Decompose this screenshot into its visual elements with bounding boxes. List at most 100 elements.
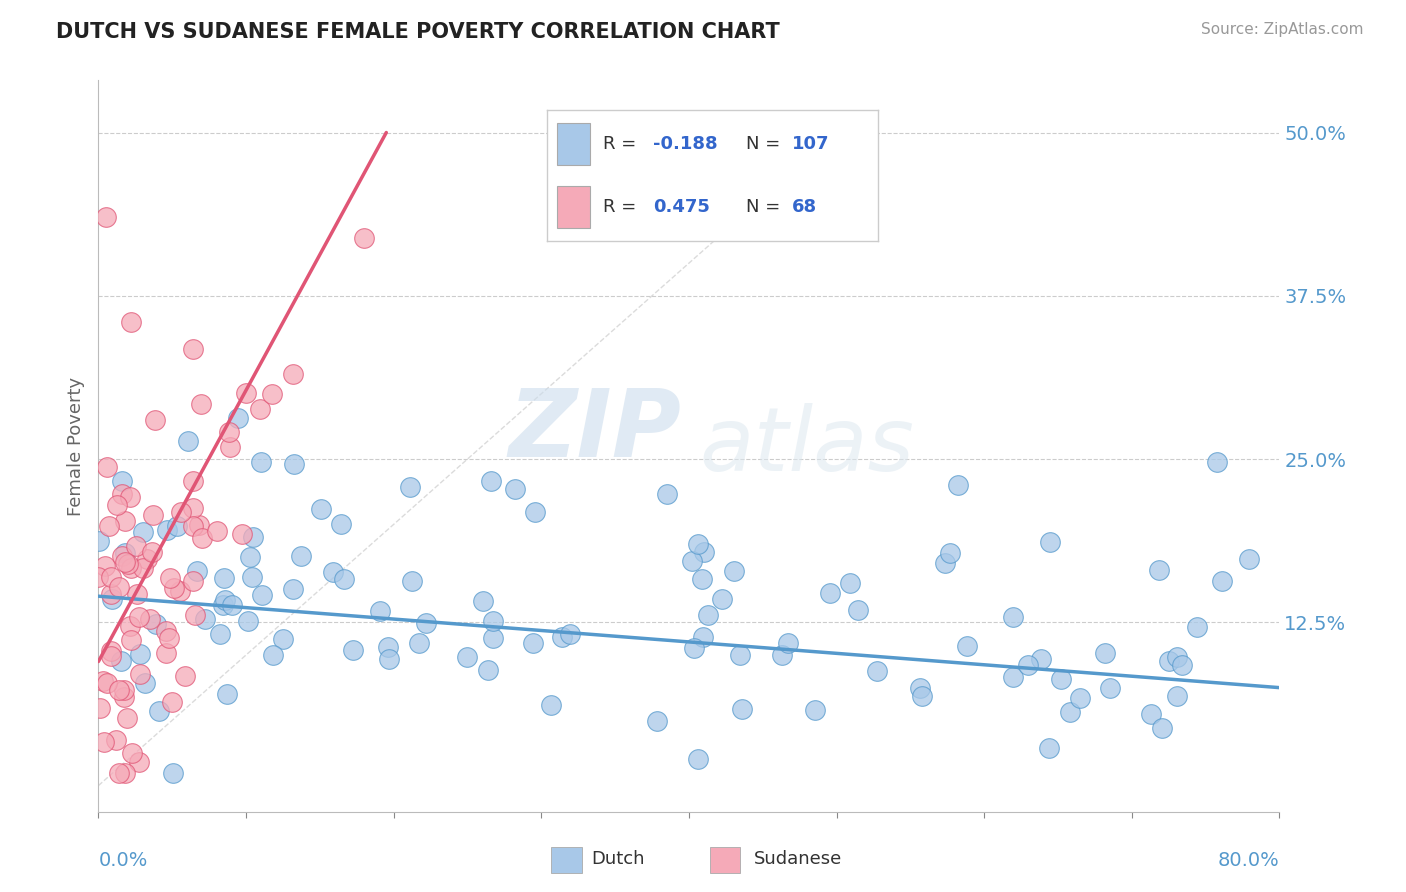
Point — [1039, 534, 1062, 549]
Point — [1017, 657, 1039, 672]
Point — [378, 652, 401, 666]
Text: 0.0%: 0.0% — [98, 851, 148, 870]
Point — [911, 689, 934, 703]
Point — [249, 402, 271, 417]
Point — [839, 576, 862, 591]
Point — [866, 664, 889, 678]
Point — [235, 386, 257, 401]
Point — [155, 624, 177, 639]
Point — [399, 480, 422, 494]
Point — [96, 676, 118, 690]
Point — [160, 695, 183, 709]
Point — [1152, 721, 1174, 735]
Point — [121, 746, 143, 760]
Point — [114, 765, 136, 780]
Point — [162, 765, 184, 780]
Text: DUTCH VS SUDANESE FEMALE POVERTY CORRELATION CHART: DUTCH VS SUDANESE FEMALE POVERTY CORRELA… — [56, 22, 780, 42]
Point — [117, 558, 139, 572]
Point — [134, 676, 156, 690]
Point — [98, 518, 121, 533]
Point — [524, 505, 547, 519]
Point — [330, 517, 353, 532]
Point — [163, 581, 186, 595]
Point — [262, 648, 284, 663]
Point — [558, 627, 581, 641]
Point — [219, 440, 242, 454]
Point — [955, 639, 977, 653]
Point — [125, 587, 148, 601]
Point — [142, 508, 165, 522]
Point — [401, 574, 423, 589]
Point — [1094, 646, 1116, 660]
Point — [214, 592, 236, 607]
Point — [129, 647, 152, 661]
Point — [108, 682, 131, 697]
Point — [551, 630, 574, 644]
Point — [194, 612, 217, 626]
Point — [723, 564, 745, 578]
Point — [100, 570, 122, 584]
Point — [177, 434, 200, 449]
Point — [228, 410, 250, 425]
Point — [187, 517, 209, 532]
Point — [108, 765, 131, 780]
Point — [1170, 658, 1192, 673]
Point — [693, 545, 716, 559]
Point — [1237, 552, 1260, 566]
Point — [218, 425, 240, 440]
Point — [342, 643, 364, 657]
Point — [690, 573, 713, 587]
Point — [1140, 707, 1163, 722]
Point — [456, 650, 478, 665]
Point — [148, 704, 170, 718]
Point — [281, 367, 304, 381]
Text: ZIP: ZIP — [508, 385, 681, 477]
Point — [250, 455, 273, 469]
Point — [111, 474, 134, 488]
Point — [120, 315, 142, 329]
Point — [353, 231, 375, 245]
Point — [540, 698, 562, 712]
Point — [1002, 669, 1025, 683]
Point — [181, 574, 204, 589]
Point — [205, 524, 228, 539]
Point — [1205, 454, 1227, 468]
Point — [212, 571, 235, 585]
Point — [1069, 691, 1091, 706]
Point — [212, 598, 235, 612]
Point — [136, 552, 159, 566]
Point — [818, 586, 841, 600]
Point — [503, 483, 526, 497]
Point — [128, 610, 150, 624]
Point — [181, 475, 204, 489]
Point — [114, 514, 136, 528]
Point — [1147, 563, 1170, 577]
Point — [141, 545, 163, 559]
Point — [100, 591, 122, 606]
Point — [94, 558, 117, 573]
Point — [731, 701, 754, 715]
Point — [1002, 609, 1025, 624]
Point — [377, 640, 399, 654]
Text: atlas: atlas — [700, 403, 914, 489]
Point — [368, 604, 391, 618]
Point — [939, 546, 962, 560]
Text: Sudanese: Sudanese — [754, 849, 842, 868]
Point — [111, 486, 134, 500]
Point — [415, 616, 437, 631]
Point — [173, 669, 195, 683]
Point — [481, 631, 503, 645]
Point — [129, 666, 152, 681]
Point — [183, 608, 205, 623]
Text: Source: ZipAtlas.com: Source: ZipAtlas.com — [1201, 22, 1364, 37]
Point — [236, 615, 259, 629]
Point — [1166, 649, 1188, 664]
Point — [114, 555, 136, 569]
Point — [290, 549, 312, 563]
Point — [333, 572, 356, 586]
Point — [186, 564, 208, 578]
Point — [132, 525, 155, 540]
Point — [170, 504, 193, 518]
Point — [322, 566, 344, 580]
Point — [692, 630, 714, 644]
